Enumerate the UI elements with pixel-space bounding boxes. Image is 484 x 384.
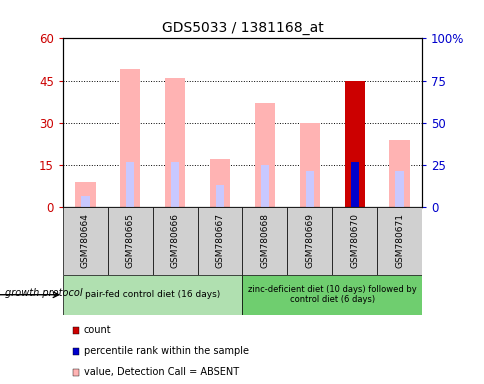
Text: GSM780668: GSM780668 (260, 214, 269, 268)
Bar (260, 165, 269, 207)
Bar (376, 207, 421, 275)
Bar (165, 78, 185, 207)
Bar (332, 207, 376, 275)
Bar (120, 70, 140, 207)
Bar (305, 171, 313, 207)
Text: percentile rank within the sample: percentile rank within the sample (84, 346, 248, 356)
Text: GSM780667: GSM780667 (215, 214, 224, 268)
Text: zinc-deficient diet (10 days) followed by
control diet (6 days): zinc-deficient diet (10 days) followed b… (247, 285, 416, 305)
Bar (389, 140, 409, 207)
Text: GSM780666: GSM780666 (170, 214, 180, 268)
Bar (242, 207, 287, 275)
Text: GSM780670: GSM780670 (349, 214, 359, 268)
Bar (81, 196, 90, 207)
Bar (287, 207, 332, 275)
Bar (394, 171, 403, 207)
Bar (210, 159, 230, 207)
Title: GDS5033 / 1381168_at: GDS5033 / 1381168_at (161, 21, 323, 35)
Text: count: count (84, 325, 111, 335)
Bar (242, 275, 421, 315)
Bar (299, 123, 319, 207)
Text: value, Detection Call = ABSENT: value, Detection Call = ABSENT (84, 367, 238, 377)
Text: GSM780665: GSM780665 (125, 214, 135, 268)
Bar (197, 207, 242, 275)
Bar (344, 81, 364, 207)
Bar (75, 182, 95, 207)
Text: GSM780669: GSM780669 (304, 214, 314, 268)
Text: pair-fed control diet (16 days): pair-fed control diet (16 days) (85, 290, 220, 299)
Text: GSM780671: GSM780671 (394, 214, 403, 268)
Text: growth protocol: growth protocol (5, 288, 82, 298)
Bar (63, 275, 242, 315)
Text: GSM780664: GSM780664 (81, 214, 90, 268)
Bar (254, 103, 274, 207)
Bar (63, 207, 107, 275)
Bar (107, 207, 152, 275)
Bar (126, 162, 134, 207)
Bar (350, 162, 358, 207)
Bar (215, 185, 224, 207)
Bar (152, 207, 197, 275)
Bar (171, 162, 179, 207)
